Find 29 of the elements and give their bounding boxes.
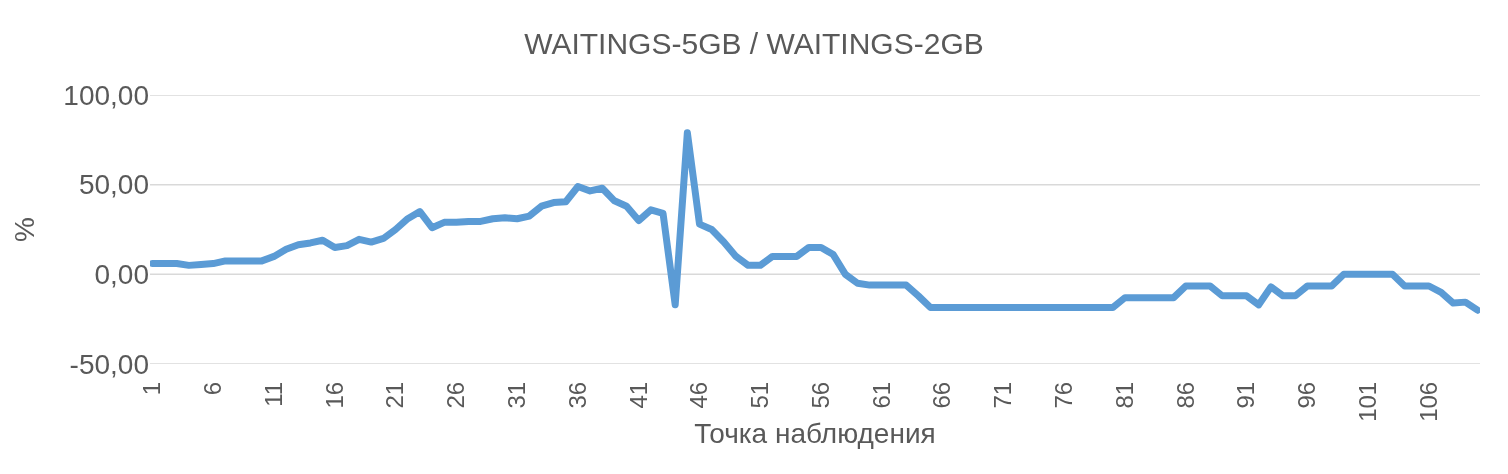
- y-axis-title: %: [9, 217, 41, 242]
- x-tick-label: 31: [502, 381, 530, 409]
- x-axis-title: Точка наблюдения: [694, 417, 936, 449]
- y-tick-label: 0,00: [94, 259, 149, 291]
- x-tick-label: 91: [1232, 381, 1260, 409]
- x-tick-label: 76: [1050, 381, 1078, 409]
- x-tick-label: 1: [138, 381, 166, 396]
- chart-title: WAITINGS-5GB / WAITINGS-2GB: [524, 27, 984, 61]
- x-tick-label: 16: [320, 381, 348, 409]
- x-tick-label: 51: [746, 381, 774, 409]
- x-tick-label: 41: [624, 381, 652, 409]
- x-tick-label: 11: [259, 381, 287, 407]
- x-tick-label: 101: [1353, 381, 1381, 422]
- x-tick-label: 96: [1293, 381, 1321, 409]
- y-tick-label: -50,00: [69, 348, 149, 380]
- x-tick-label: 71: [989, 381, 1017, 409]
- y-tick-label: 100,00: [63, 79, 149, 111]
- x-tick-label: 106: [1414, 381, 1442, 422]
- x-tick-label: 6: [199, 381, 227, 396]
- x-tick-label: 86: [1171, 381, 1199, 409]
- x-tick-label: 61: [867, 381, 895, 409]
- x-tick-label: 66: [928, 381, 956, 409]
- y-tick-label: 50,00: [78, 169, 149, 201]
- x-tick-label: 81: [1110, 381, 1138, 409]
- x-tick-label: 56: [806, 381, 834, 409]
- x-tick-label: 26: [442, 381, 470, 409]
- x-tick-label: 21: [381, 381, 409, 409]
- x-tick-label: 36: [563, 381, 591, 409]
- x-tick-label: 46: [685, 381, 713, 409]
